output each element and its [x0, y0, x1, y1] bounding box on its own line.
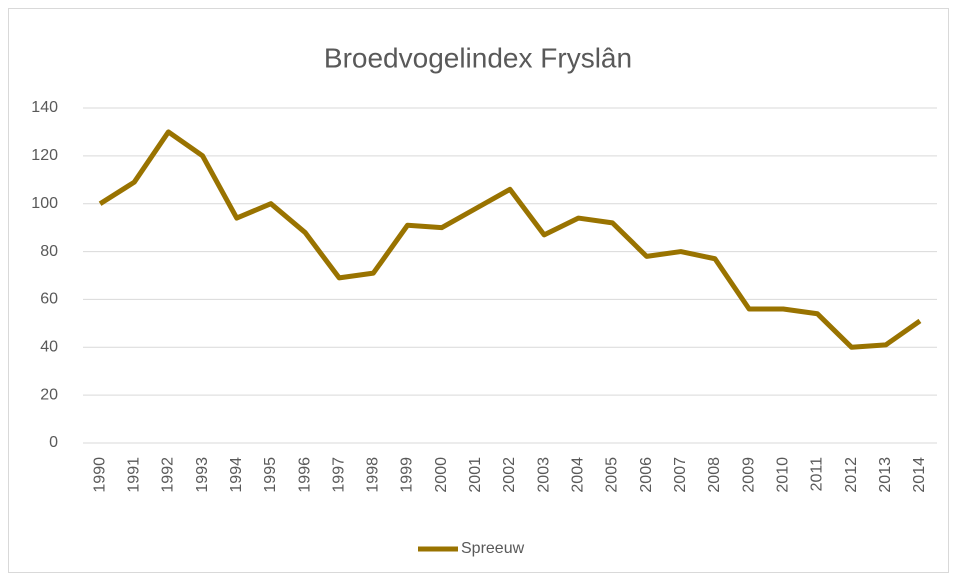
- x-tick-label: 2000: [433, 457, 450, 493]
- x-tick-label: 2013: [877, 457, 894, 493]
- x-tick-label: 2014: [911, 457, 928, 493]
- x-tick-label: 1997: [330, 457, 347, 493]
- x-tick-label: 2001: [467, 457, 484, 493]
- x-tick-label: 1993: [194, 457, 211, 493]
- x-tick-label: 2012: [843, 457, 860, 493]
- y-tick-label: 120: [31, 147, 58, 164]
- y-tick-label: 0: [49, 434, 58, 451]
- x-tick-label: 1995: [262, 457, 279, 493]
- x-tick-label: 1991: [125, 457, 142, 493]
- line-series: [98, 129, 922, 350]
- x-tick-label: 2009: [740, 457, 757, 493]
- y-tick-label: 80: [40, 243, 58, 260]
- y-tick-label: 100: [31, 195, 58, 212]
- chart-border: [8, 8, 949, 573]
- y-tick-label: 40: [40, 339, 58, 356]
- x-tick-label: 1998: [365, 457, 382, 493]
- x-tick-label: 2003: [535, 457, 552, 493]
- x-tick-label: 2004: [570, 457, 587, 493]
- x-tick-label: 2005: [604, 457, 621, 493]
- y-tick-label: 60: [40, 291, 58, 308]
- legend-label: Spreeuw: [461, 540, 525, 557]
- x-tick-label: 1994: [228, 457, 245, 493]
- x-tick-label: 1990: [91, 457, 108, 493]
- x-tick-label: 2006: [638, 457, 655, 493]
- x-tick-label: 1999: [399, 457, 416, 493]
- x-tick-label: 1996: [296, 457, 313, 493]
- x-tick-label: 2011: [809, 457, 826, 492]
- x-tick-label: 2010: [774, 457, 791, 493]
- x-tick-label: 2002: [501, 457, 518, 493]
- y-tick-label: 140: [31, 99, 58, 116]
- chart-title: Broedvogelindex Fryslân: [324, 42, 632, 73]
- y-tick-label: 20: [40, 386, 58, 403]
- x-tick-label: 2007: [672, 457, 689, 493]
- x-tick-label: 2008: [706, 457, 723, 493]
- x-tick-label: 1992: [160, 457, 177, 493]
